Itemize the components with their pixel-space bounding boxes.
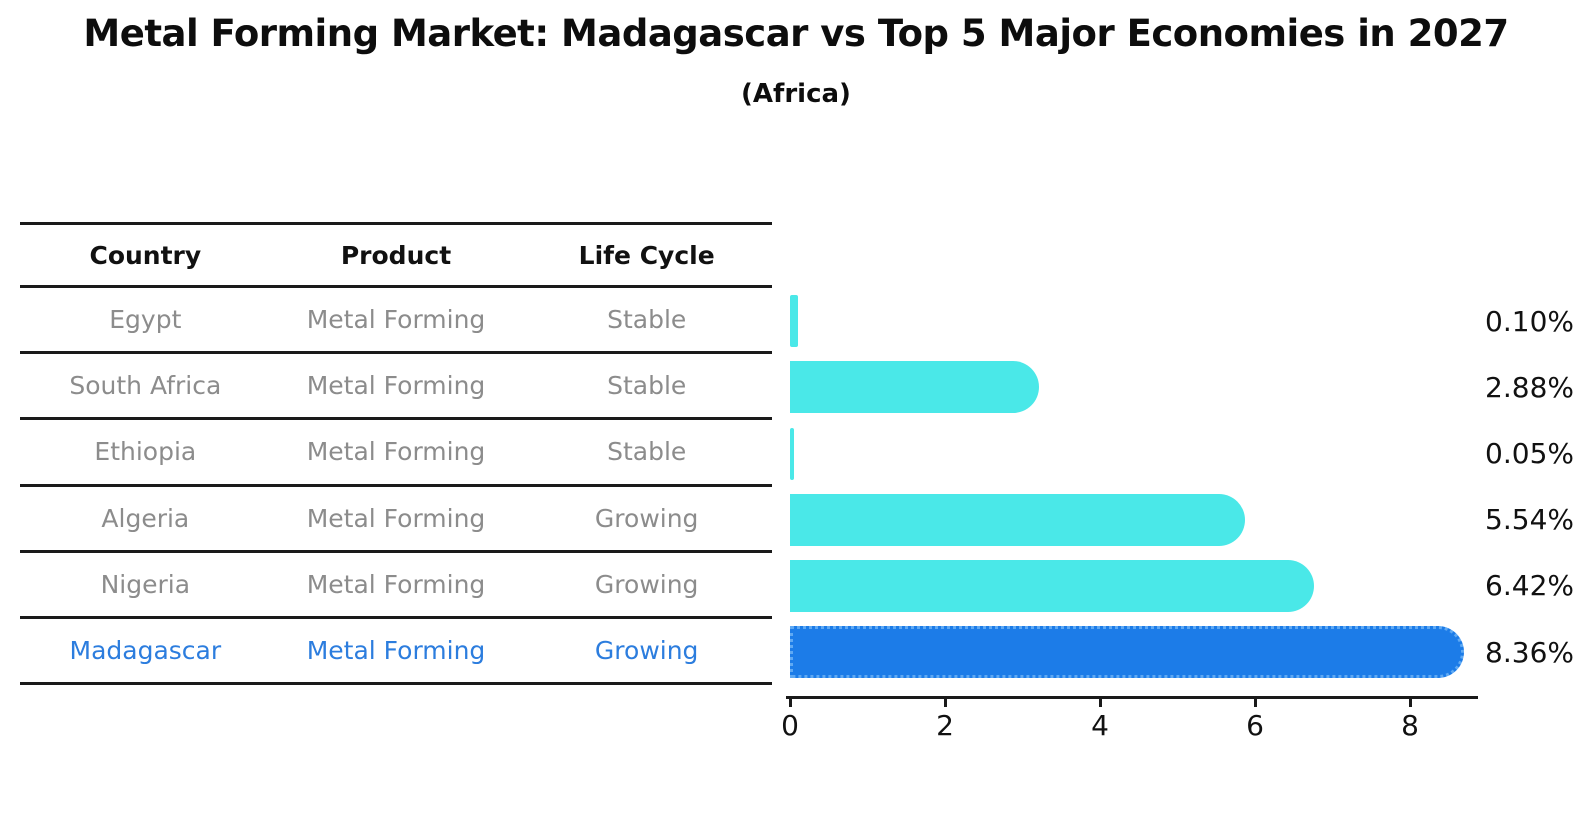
value-label-madagascar: 8.36% (1485, 635, 1574, 669)
table-row-south-africa: South Africa Metal Forming Stable (20, 354, 772, 421)
table-header-product: Product (340, 240, 452, 270)
comparison-table: Country Product Life Cycle Egypt Metal Formi… (20, 222, 772, 686)
table-cell-product: Metal Forming (306, 371, 486, 401)
x-axis-tick (943, 698, 947, 707)
x-axis-tick-label: 2 (936, 709, 954, 742)
table-header-life-cycle: Life Cycle (578, 240, 715, 270)
table-cell-product: Metal Forming (306, 437, 486, 467)
table-row-madagascar: Madagascar Metal Forming Growing (20, 619, 772, 686)
bar-egypt (790, 295, 798, 348)
table-cell-life-cycle: Growing (594, 503, 699, 533)
x-axis-tick (1408, 698, 1412, 707)
x-axis-tick (1098, 698, 1102, 707)
bar-madagascar (790, 626, 1464, 679)
table-cell-product: Metal Forming (306, 636, 486, 666)
value-label-south-africa: 2.88% (1485, 370, 1574, 404)
bar-ethiopia (790, 427, 794, 480)
bar-nigeria (790, 559, 1314, 612)
bar-south-africa (790, 361, 1040, 414)
table-cell-life-cycle: Stable (607, 371, 687, 401)
table-cell-life-cycle: Growing (594, 569, 699, 599)
table-cell-life-cycle: Growing (594, 636, 699, 666)
table-cell-country: Madagascar (69, 636, 222, 666)
x-axis-tick-label: 6 (1246, 709, 1264, 742)
chart-title: Metal Forming Market: Madagascar vs Top … (83, 12, 1509, 55)
table-row-egypt: Egypt Metal Forming Stable (20, 288, 772, 355)
table-cell-country: Nigeria (100, 569, 191, 599)
table-cell-life-cycle: Stable (607, 437, 687, 467)
x-axis-line (786, 696, 1478, 699)
x-axis-tick (788, 698, 792, 707)
table-row-algeria: Algeria Metal Forming Growing (20, 487, 772, 553)
value-label-algeria: 5.54% (1485, 503, 1574, 537)
table-header-country: Country (89, 240, 202, 270)
table-header-row: Country Product Life Cycle (20, 222, 772, 288)
table-cell-product: Metal Forming (306, 503, 486, 533)
table-cell-country: Algeria (101, 503, 190, 533)
table-row-ethiopia: Ethiopia Metal Forming Stable (20, 420, 772, 487)
x-axis-tick (1253, 698, 1257, 707)
value-label-nigeria: 6.42% (1485, 569, 1574, 603)
chart-subtitle: (Africa) (741, 79, 851, 109)
table-row-nigeria: Nigeria Metal Forming Growing (20, 553, 772, 619)
x-axis-tick-label: 0 (781, 709, 799, 742)
table-cell-life-cycle: Stable (607, 305, 687, 335)
table-cell-country: Egypt (109, 305, 182, 335)
x-axis-tick-label: 4 (1091, 709, 1109, 742)
table-cell-country: South Africa (69, 371, 222, 401)
value-label-egypt: 0.10% (1485, 304, 1574, 338)
bar-algeria (790, 493, 1246, 546)
x-axis-tick-label: 8 (1401, 709, 1419, 742)
table-cell-product: Metal Forming (306, 569, 486, 599)
table-cell-product: Metal Forming (306, 305, 486, 335)
value-label-ethiopia: 0.05% (1485, 436, 1574, 470)
table-cell-country: Ethiopia (94, 437, 197, 467)
